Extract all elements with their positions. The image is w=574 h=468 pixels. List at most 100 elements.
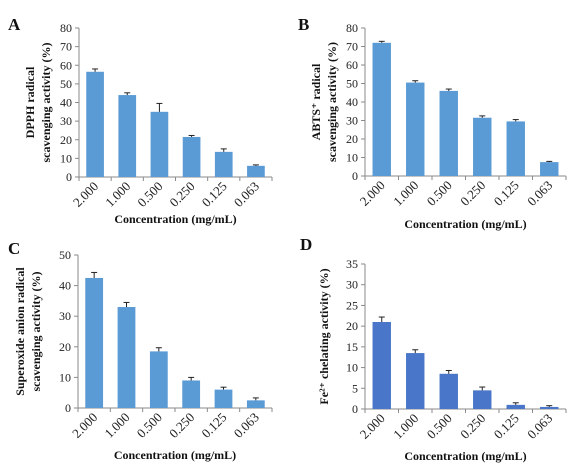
bar xyxy=(182,380,201,408)
bar xyxy=(540,162,559,176)
x-tick-label: 0.063 xyxy=(231,410,262,441)
x-tick-label: 1.000 xyxy=(390,178,421,209)
x-axis-title: Concentration (mg/mL) xyxy=(404,217,526,231)
x-tick-label: 2.000 xyxy=(70,179,101,210)
panel-letter: B xyxy=(298,15,309,34)
x-tick-label: 0.125 xyxy=(199,179,230,210)
y-tick-label: 70 xyxy=(60,40,72,54)
chart-panel-d: D 0 5 10 15 20 25 30 35 2.000 1.000 0.500 0.250 0.125… xyxy=(300,235,567,463)
panel-letter: A xyxy=(8,15,21,34)
bar xyxy=(372,42,391,176)
y-tick-label: 30 xyxy=(60,114,72,128)
y-tick-label: 80 xyxy=(346,21,358,35)
x-tick-label: 0.063 xyxy=(231,179,262,210)
x-tick-label: 2.000 xyxy=(357,178,388,209)
bar xyxy=(506,121,525,176)
bar xyxy=(439,90,458,176)
x-tick-label: 0.250 xyxy=(166,179,197,210)
y-tick-label: 10 xyxy=(346,151,358,165)
x-axis-title: Concentration (mg/mL) xyxy=(114,448,236,462)
x-tick-label: 1.000 xyxy=(390,411,421,442)
y-axis-title: Superoxide anion radical xyxy=(13,267,27,396)
y-tick-label: 20 xyxy=(346,319,358,333)
bar xyxy=(86,71,104,177)
x-tick-label: 0.250 xyxy=(457,178,488,209)
y-tick-label: 0 xyxy=(352,402,358,416)
bar xyxy=(506,404,525,409)
x-tick-label: 0.500 xyxy=(134,410,165,441)
x-tick-label: 0.250 xyxy=(166,410,197,441)
y-tick-label: 15 xyxy=(346,340,358,354)
x-tick-label: 0.125 xyxy=(491,411,522,442)
x-tick-label: 2.000 xyxy=(69,410,100,441)
bar xyxy=(473,390,492,409)
x-tick-label: 1.000 xyxy=(101,410,132,441)
y-tick-label: 50 xyxy=(346,77,358,91)
bar xyxy=(473,117,492,176)
bar xyxy=(214,389,233,408)
bar xyxy=(372,322,391,409)
x-tick-label: 0.125 xyxy=(491,178,522,209)
y-tick-label: 60 xyxy=(60,58,72,72)
x-axis-title: Concentration (mg/mL) xyxy=(114,212,236,226)
x-tick-label: 0.063 xyxy=(524,178,555,209)
bar xyxy=(182,136,201,177)
y-axis-title: scavenging activity (%) xyxy=(29,272,43,392)
y-tick-label: 20 xyxy=(59,340,71,354)
bar xyxy=(406,353,425,409)
y-axis-title: ABTS⁺ radical xyxy=(309,63,323,140)
y-tick-label: 60 xyxy=(346,58,358,72)
y-tick-label: 40 xyxy=(59,279,71,293)
y-tick-label: 30 xyxy=(346,114,358,128)
y-tick-label: 50 xyxy=(59,248,71,262)
y-tick-label: 40 xyxy=(346,95,358,109)
y-axis-title: scavenging activity (%) xyxy=(39,43,53,163)
x-tick-label: 1.000 xyxy=(102,179,133,210)
y-tick-label: 30 xyxy=(346,278,358,292)
bar xyxy=(85,277,104,408)
bar xyxy=(149,351,168,408)
y-tick-label: 25 xyxy=(346,298,358,312)
x-tick-label: 0.500 xyxy=(424,411,455,442)
y-tick-label: 50 xyxy=(60,77,72,91)
chart-panel-c: C 0 10 20 30 40 50 2.000 1.000 0.500 0.250 0.125 0.0… xyxy=(8,239,273,462)
x-tick-label: 0.500 xyxy=(424,178,455,209)
x-tick-label: 2.000 xyxy=(357,411,388,442)
bar xyxy=(439,373,458,409)
bar xyxy=(150,111,169,177)
bar xyxy=(247,165,265,177)
y-tick-label: 10 xyxy=(60,151,72,165)
x-tick-label: 0.250 xyxy=(457,411,488,442)
y-tick-label: 35 xyxy=(346,257,358,271)
y-tick-label: 0 xyxy=(66,170,72,184)
y-tick-label: 70 xyxy=(346,40,358,54)
x-axis-title: Concentration (mg/mL) xyxy=(404,449,526,463)
y-tick-label: 30 xyxy=(59,309,71,323)
y-tick-label: 40 xyxy=(60,96,72,110)
bar xyxy=(117,307,136,408)
y-tick-label: 20 xyxy=(346,132,358,146)
bar xyxy=(246,400,265,408)
x-tick-label: 0.125 xyxy=(198,410,229,441)
bar xyxy=(540,406,559,409)
y-tick-label: 0 xyxy=(65,401,71,415)
y-axis-title: scavenging activity (%) xyxy=(325,42,339,162)
y-axis-title: Fe²⁺ chelating activity (%) xyxy=(317,268,331,404)
y-tick-label: 5 xyxy=(352,381,358,395)
bar xyxy=(118,95,137,177)
y-tick-label: 10 xyxy=(59,370,71,384)
y-tick-label: 10 xyxy=(346,361,358,375)
y-axis-title: DPPH radical xyxy=(23,66,37,138)
y-tick-label: 20 xyxy=(60,133,72,147)
panel-letter: C xyxy=(8,239,20,258)
y-tick-label: 80 xyxy=(60,21,72,35)
x-tick-label: 0.500 xyxy=(134,179,165,210)
bar xyxy=(406,82,425,176)
x-tick-label: 0.063 xyxy=(524,411,555,442)
y-tick-label: 0 xyxy=(352,169,358,183)
panel-letter: D xyxy=(300,235,312,254)
bar xyxy=(214,151,233,177)
